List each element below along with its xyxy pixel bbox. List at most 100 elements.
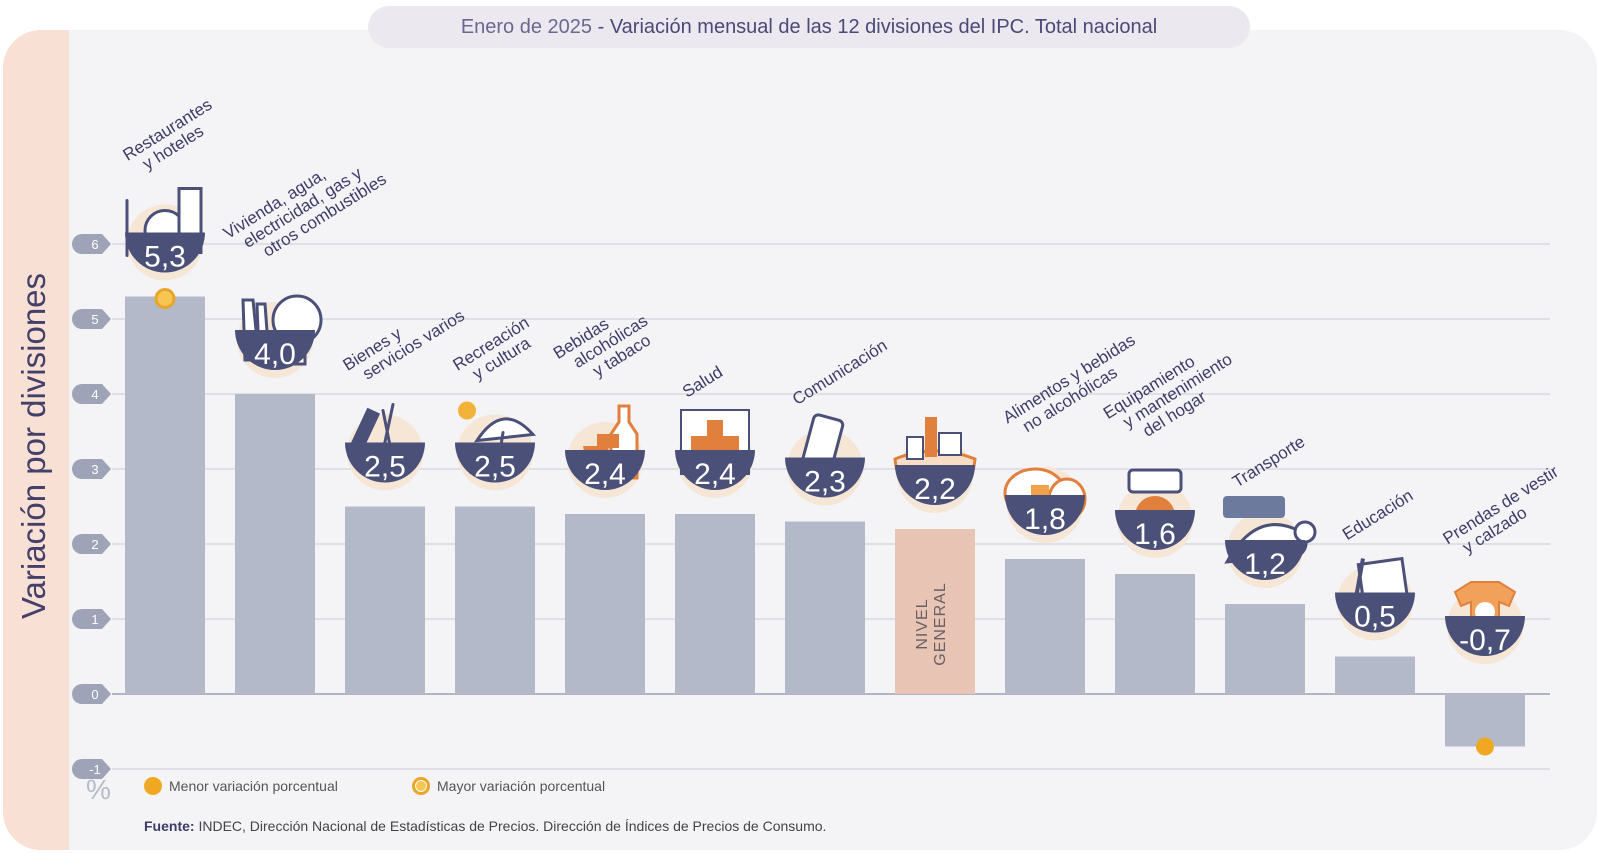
title-period: Enero de 2025 [460,15,593,38]
category-group: 0,5 [1335,556,1415,641]
shopping-bag-icon-part [906,436,924,460]
title-text: Variación mensual de las 12 divisiones d… [609,15,1158,38]
y-tick-badge [72,459,111,479]
source-text: INDEC, Dirección Nacional de Estadística… [194,818,827,834]
y-tick-label: 0 [91,687,98,702]
y-tick: -1 [72,759,111,779]
value-badge [895,465,975,505]
value-label: 2,4 [584,458,626,491]
max-marker [154,288,176,309]
value-label: 2,3 [804,466,846,499]
legend-min-marker [144,777,162,795]
value-label: -0,7 [1459,624,1511,657]
value-badge [1005,495,1085,535]
value-badge [1225,540,1305,580]
category-group: 4,0 [235,294,323,378]
box-shape [938,432,962,456]
category-label-line: Comunicación [789,336,890,409]
category-label: Transporte [1229,432,1308,491]
y-tick: 3 [72,459,111,479]
bottle-glass-icon-part [597,434,619,448]
y-tick-label: 2 [91,537,98,552]
category-label: Prendas de vestiry calzado [1440,462,1572,564]
category-group: 1,2 [1223,496,1317,588]
y-tick: 1 [72,609,111,629]
category-group: 1,8 [1003,467,1087,543]
chart-title: Enero de 2025 - Variación mensual de las… [368,6,1250,48]
y-tick-label: 6 [91,237,98,252]
nivel-general-label: NIVEL [914,598,931,649]
category-group: -0,7 [1445,581,1525,664]
bar-11 [1225,604,1305,694]
bar-1 [125,296,205,694]
legend-max-label: Mayor variación porcentual [437,778,606,794]
bar-4 [455,506,535,694]
y-tick-badge [72,309,111,329]
min-marker [1476,737,1494,756]
value-badge [1445,616,1525,656]
bottle-shape [925,417,937,457]
y-tick-label: 1 [91,612,98,627]
bar-7 [785,521,865,694]
category-label: Vivienda, agua,electricidad, gas yotros … [220,139,390,273]
y-tick-badge [72,759,111,779]
category-label-line: Educación [1339,486,1416,544]
value-badge [785,457,865,498]
y-tick-badge [72,534,111,554]
card-shape [1223,496,1285,518]
y-tick-label: 3 [91,462,98,477]
category-group: 2,5 [345,403,425,491]
category-label: Salud [679,362,726,401]
y-tick: 2 [72,534,111,554]
category-group: 2,4 [565,404,645,498]
bar-10 [1115,574,1195,694]
category-label: Comunicación [789,336,890,409]
y-tick: 5 [72,309,111,329]
value-label: 0,5 [1354,601,1396,634]
value-label: 1,8 [1024,503,1066,536]
y-tick-badge [72,609,111,629]
y-tick-label: 5 [91,312,98,327]
category-label-line: Transporte [1229,432,1308,491]
value-badge [235,330,315,370]
y-tick-badge [72,384,111,404]
value-label: 2,4 [694,458,736,491]
value-badge [675,450,755,490]
y-tick-badge [72,684,111,704]
nivel-general-label: GENERAL [932,582,949,665]
category-label: Bebidasalcohólicasy tabaco [550,296,661,394]
category-label-line: Salud [679,362,726,401]
value-label: 2,2 [914,473,956,506]
y-tick-label: 4 [91,387,98,402]
value-label: 2,5 [474,451,516,484]
value-label: 4,0 [254,338,296,371]
bar-3 [345,506,425,694]
category-label: Bienes yservicios varios [340,291,468,390]
value-label: 1,2 [1244,548,1286,581]
legend-min-label: Menor variación porcentual [169,778,338,794]
bar-2 [235,394,315,694]
value-label: 5,3 [144,241,186,274]
bus-card-icon-part [1293,520,1317,544]
bar-6 [675,514,755,694]
value-badge [1335,592,1415,633]
bar-9 [1005,559,1085,694]
sun-shape [458,401,476,420]
umbrella-shape [474,417,537,443]
y-tick-label: -1 [89,762,101,777]
value-badge [125,232,205,273]
value-label: 1,6 [1134,518,1176,551]
health-cross-icon-part [691,420,739,468]
category-label: Restaurantesy hoteles [120,95,225,180]
side-band [3,30,69,850]
value-badge [565,450,645,490]
category-group: 2,5 [455,401,537,491]
legend-min: Menor variación porcentual [144,777,338,795]
category-group: 2,3 [785,413,865,506]
value-badge [345,442,425,483]
title-separator: - [592,15,610,38]
y-tick: 6 [72,234,111,254]
source-label: Fuente: [144,818,195,834]
bar-12 [1335,656,1415,694]
category-group: 1,6 [1115,468,1195,558]
